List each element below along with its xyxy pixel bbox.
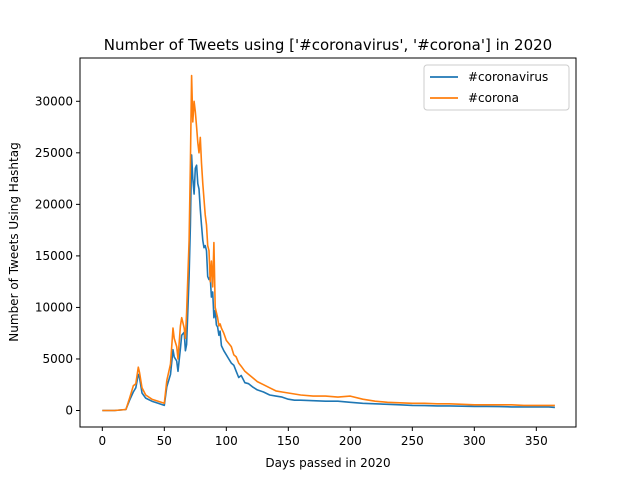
- y-tick-label: 25000: [35, 146, 73, 160]
- y-tick-label: 30000: [35, 94, 73, 108]
- plot-area: [102, 74, 555, 412]
- x-tick-label: 250: [401, 434, 424, 448]
- x-tick-label: 150: [277, 434, 300, 448]
- y-tick-label: 0: [65, 404, 73, 418]
- legend: #coronavirus #corona: [423, 64, 570, 111]
- x-axis-label: Days passed in 2020: [265, 456, 390, 470]
- x-tick-label: 300: [463, 434, 486, 448]
- x-tick-label: 200: [339, 434, 362, 448]
- y-axis-label: Number of Tweets Using Hashtag: [7, 142, 21, 341]
- legend-label-0: #coronavirus: [468, 70, 548, 84]
- y-tick-label: 15000: [35, 249, 73, 263]
- legend-box: [423, 64, 570, 111]
- x-tick-label: 350: [525, 434, 548, 448]
- x-tick-label: 100: [215, 434, 238, 448]
- x-tick-label: 50: [157, 434, 172, 448]
- axes: 0 50 100 150 200 250 300 350 0 5000 10000 15000 2000…: [35, 57, 577, 448]
- y-tick-label: 5000: [42, 352, 73, 366]
- y-tick-label: 10000: [35, 300, 73, 314]
- series-line-0: [102, 154, 555, 412]
- x-tick-label: 0: [98, 434, 106, 448]
- legend-label-1: #corona: [468, 91, 519, 105]
- series-line-1: [102, 74, 555, 412]
- plot-frame: [79, 57, 577, 428]
- chart-title: Number of Tweets using ['#coronavirus', …: [104, 36, 552, 54]
- y-tick-label: 20000: [35, 197, 73, 211]
